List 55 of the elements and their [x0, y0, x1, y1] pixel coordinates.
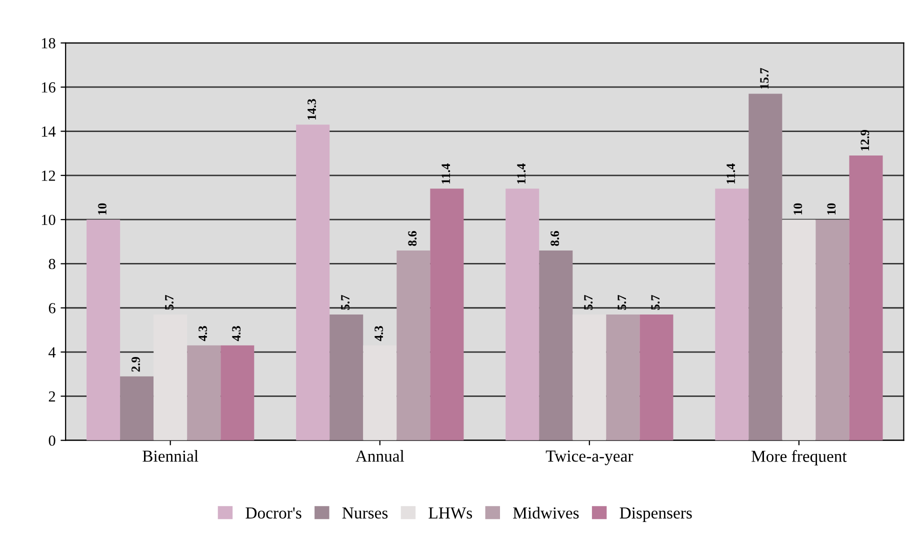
data-label: 5.7	[165, 295, 174, 310]
bar	[330, 314, 364, 440]
data-label: 15.7	[760, 68, 769, 89]
bar	[715, 188, 749, 440]
bar	[506, 188, 540, 440]
bar	[849, 156, 883, 440]
y-tick-label: 8	[48, 258, 56, 270]
x-tick-label: Twice-a-year	[546, 450, 634, 466]
legend-label: LHWs	[428, 508, 472, 519]
bar	[396, 250, 430, 440]
bar	[539, 250, 573, 440]
legend-label: Nurses	[342, 508, 388, 519]
data-label: 4.3	[374, 326, 384, 342]
bar	[220, 345, 254, 440]
y-tick-label: 4	[48, 347, 56, 358]
data-label: 5.7	[651, 295, 660, 310]
y-tick-label: 18	[42, 38, 56, 48]
data-label: 12.9	[860, 130, 870, 150]
legend-label: Midwives	[513, 506, 579, 519]
data-label: 10	[794, 203, 802, 214]
y-tick-label: 6	[48, 303, 56, 314]
bar	[120, 376, 154, 440]
bar	[296, 124, 330, 440]
bar	[640, 314, 674, 440]
y-tick-label: 14	[42, 126, 56, 137]
y-tick-label: 0	[48, 435, 56, 446]
y-tick-label: 12	[42, 170, 56, 181]
data-label: 10	[98, 203, 106, 214]
data-label: 11.4	[442, 164, 450, 184]
data-label: 4.3	[232, 326, 241, 342]
data-label: 14.3	[308, 99, 316, 120]
data-label: 5.7	[584, 295, 593, 310]
bar	[86, 220, 120, 440]
x-tick-label: More frequent	[752, 450, 847, 466]
x-tick-label: Annual	[356, 450, 404, 462]
data-label: 8.6	[550, 231, 560, 246]
y-tick-label: 2	[48, 391, 56, 402]
y-tick-label: 16	[42, 82, 56, 93]
bar	[187, 345, 221, 440]
x-tick-label: Biennial	[142, 450, 198, 462]
bar	[606, 314, 640, 440]
data-label: 5.7	[341, 295, 350, 310]
legend-label: Dispensers	[620, 507, 692, 522]
y-tick-label: 10	[42, 214, 56, 226]
legend-label: Docror's	[246, 508, 302, 519]
bar	[748, 94, 782, 440]
data-label: 2.9	[132, 356, 140, 372]
data-label: 8.6	[408, 231, 417, 246]
data-label: 4.3	[198, 326, 208, 342]
bar	[816, 220, 850, 440]
bar	[430, 188, 464, 440]
data-label: 11.4	[517, 164, 526, 184]
data-label: 10	[827, 203, 836, 214]
data-label: 5.7	[618, 295, 626, 310]
data-label: 11.4	[726, 164, 736, 184]
